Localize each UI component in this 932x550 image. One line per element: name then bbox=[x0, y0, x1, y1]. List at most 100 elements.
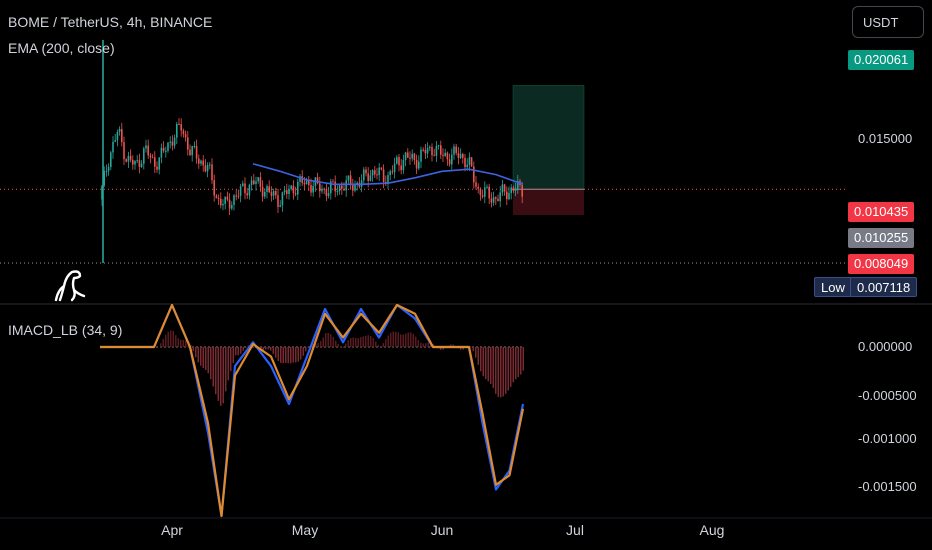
histogram-bar bbox=[357, 338, 359, 347]
histogram-bar bbox=[282, 347, 284, 364]
macd-tick-neg-0.0015: -0.001500 bbox=[858, 479, 917, 494]
candle-body bbox=[292, 185, 295, 194]
histogram-bar bbox=[452, 344, 454, 347]
histogram-bar bbox=[470, 346, 472, 348]
histogram-bar bbox=[472, 347, 474, 352]
candle-body bbox=[330, 181, 332, 194]
histogram-bar bbox=[330, 334, 332, 347]
histogram-bar bbox=[380, 345, 382, 347]
candle-body bbox=[389, 171, 391, 176]
candle-body bbox=[503, 184, 506, 192]
candle-body bbox=[327, 193, 330, 196]
candle-body bbox=[391, 171, 394, 173]
histogram-bar bbox=[252, 344, 254, 347]
indicator-legend[interactable]: IMACD_LB (34, 9) bbox=[8, 322, 123, 338]
candle-body bbox=[290, 185, 292, 189]
histogram-bar bbox=[232, 347, 234, 363]
candle-body bbox=[275, 191, 277, 196]
time-tick-jul: Jul bbox=[566, 522, 584, 538]
candle-body bbox=[171, 141, 174, 146]
histogram-bar bbox=[212, 347, 214, 387]
candle-body bbox=[349, 175, 352, 186]
ema-legend[interactable]: EMA (200, close) bbox=[8, 40, 115, 56]
candle-body bbox=[444, 152, 446, 157]
histogram-bar bbox=[350, 337, 352, 347]
candle-body bbox=[143, 148, 145, 164]
histogram-bar bbox=[217, 347, 219, 401]
candle-body bbox=[151, 157, 154, 159]
candle-body bbox=[206, 165, 209, 172]
candle-body bbox=[343, 188, 345, 191]
last-price-badge: 0.010435 bbox=[848, 202, 915, 222]
histogram-bar bbox=[520, 347, 522, 375]
candle-body bbox=[209, 164, 211, 166]
candle-body bbox=[239, 186, 242, 196]
candle-body bbox=[446, 152, 449, 160]
macd-tick-neg-0.0005: -0.000500 bbox=[858, 388, 917, 403]
currency-button[interactable]: USDT bbox=[852, 6, 924, 38]
candle-body bbox=[204, 165, 207, 172]
histogram-bar bbox=[392, 331, 394, 347]
histogram-bar bbox=[352, 337, 354, 347]
candle-body bbox=[510, 187, 512, 193]
candle-body bbox=[169, 141, 171, 143]
histogram-bar bbox=[375, 341, 377, 347]
histogram-bar bbox=[407, 332, 409, 347]
histogram-bar bbox=[355, 337, 357, 347]
candle-body bbox=[231, 204, 233, 209]
candle-body bbox=[367, 173, 369, 181]
candle-body bbox=[244, 183, 246, 194]
histogram-bar bbox=[497, 347, 499, 397]
candle-body bbox=[356, 182, 358, 185]
histogram-bar bbox=[487, 347, 489, 382]
candle-body bbox=[176, 123, 178, 138]
low-price-badge: 0.007118 bbox=[850, 277, 918, 297]
histogram-bar bbox=[167, 331, 169, 347]
histogram-bar bbox=[195, 347, 197, 358]
candle-body bbox=[136, 160, 138, 162]
candle-body bbox=[310, 184, 312, 193]
candle-body bbox=[121, 129, 123, 143]
macd-lines bbox=[100, 303, 525, 518]
candle-body bbox=[371, 170, 374, 176]
histogram-bar bbox=[377, 344, 379, 347]
histogram-bar bbox=[205, 347, 207, 371]
histogram-bar bbox=[482, 347, 484, 377]
histogram-bar bbox=[490, 347, 492, 384]
histogram-bar bbox=[222, 347, 224, 404]
candle-body bbox=[217, 198, 220, 200]
histogram-bar bbox=[410, 332, 412, 347]
histogram-bar bbox=[515, 347, 517, 380]
candle-body bbox=[415, 160, 418, 169]
histogram-bar bbox=[517, 347, 519, 378]
candle-body bbox=[464, 157, 466, 168]
histogram-bar bbox=[387, 335, 389, 347]
candle-body bbox=[495, 197, 497, 199]
candle-body bbox=[506, 191, 508, 200]
histogram-bar bbox=[235, 347, 237, 356]
histogram-bar bbox=[522, 347, 524, 371]
histogram-bar bbox=[492, 347, 494, 389]
candle-body bbox=[110, 152, 112, 168]
candle-body bbox=[178, 123, 180, 125]
time-tick-apr: Apr bbox=[161, 522, 183, 538]
histogram-bar bbox=[477, 347, 479, 365]
histogram-bar bbox=[207, 347, 209, 374]
histogram-bar bbox=[417, 340, 419, 347]
candle-body bbox=[400, 165, 402, 171]
histogram-bar bbox=[275, 347, 277, 358]
candle-body bbox=[222, 203, 224, 206]
candle-body bbox=[435, 145, 438, 156]
histogram-bar bbox=[277, 347, 279, 362]
candle-body bbox=[162, 147, 165, 152]
candle-body bbox=[411, 153, 413, 159]
histogram-bar bbox=[270, 347, 272, 351]
candle-body bbox=[259, 177, 262, 187]
histogram-bar bbox=[335, 340, 337, 347]
histogram-bar bbox=[262, 347, 264, 351]
symbol-title[interactable]: BOME / TetherUS, 4h, BINANCE bbox=[8, 14, 213, 30]
candle-body bbox=[334, 181, 336, 192]
histogram-bar bbox=[160, 343, 162, 347]
candle-body bbox=[220, 198, 222, 206]
